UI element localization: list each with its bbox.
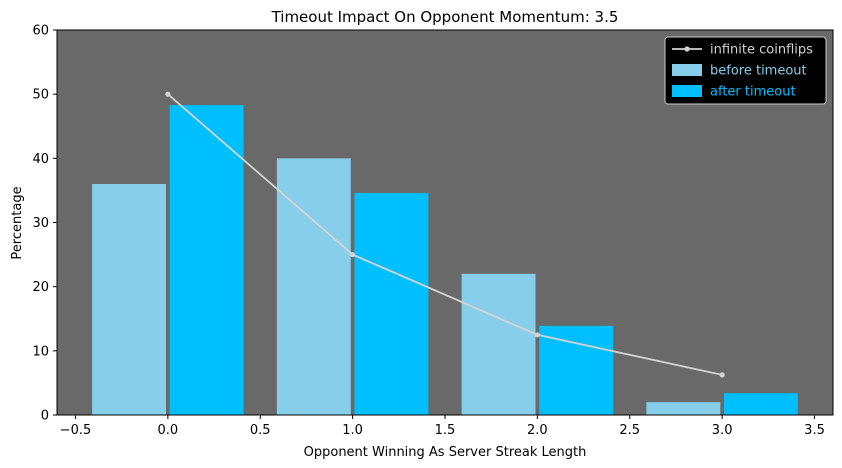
x-tick-label: 1.5 [435, 423, 456, 438]
x-tick-label: 2.5 [619, 423, 640, 438]
y-tick-label: 10 [32, 344, 49, 359]
legend-label: before timeout [710, 64, 807, 79]
x-tick-label: 3.0 [712, 423, 733, 438]
bar-after-timeout-0 [169, 105, 244, 415]
x-tick-label: 1.0 [342, 423, 363, 438]
legend-label: infinite coinflips [710, 43, 813, 58]
bar-after-timeout-1 [354, 192, 429, 415]
legend-bar-swatch [672, 64, 702, 76]
legend-box [664, 36, 827, 105]
line-point-3 [719, 372, 725, 378]
x-tick-label: 2.0 [527, 423, 548, 438]
x-axis-label: Opponent Winning As Server Streak Length [304, 445, 587, 460]
line-point-2 [534, 332, 540, 338]
legend-bar-swatch [672, 85, 702, 97]
bar-after-timeout-3 [723, 393, 798, 415]
x-tick-label: 0.0 [158, 423, 179, 438]
legend-line-marker [684, 46, 690, 52]
line-infinite-coinflips [167, 93, 723, 376]
legend: infinite coinflips before timeout after ti… [664, 36, 827, 105]
bar-before-timeout-0 [92, 184, 167, 415]
y-tick-label: 60 [32, 24, 49, 39]
x-tick-label: −0.5 [60, 423, 92, 438]
x-tick-label: 3.5 [804, 423, 825, 438]
line-point-0 [165, 91, 171, 97]
bar-before-timeout-2 [461, 273, 536, 415]
x-tick-label: 0.5 [250, 423, 271, 438]
line-point-1 [350, 251, 356, 258]
bar-before-timeout-3 [646, 402, 721, 415]
y-tick-label: 40 [32, 152, 49, 167]
y-tick-label: 0 [41, 409, 49, 424]
y-axis-label: Percentage [10, 186, 25, 259]
y-tick-label: 20 [32, 280, 49, 295]
chart-title: Timeout Impact On Opponent Momentum: 3.5 [271, 8, 619, 26]
y-tick-label: 30 [32, 216, 49, 231]
legend-label: after timeout [710, 85, 796, 100]
bar-before-timeout-1 [276, 158, 351, 416]
bar-after-timeout-2 [539, 325, 614, 415]
y-tick-label: 50 [32, 88, 49, 103]
